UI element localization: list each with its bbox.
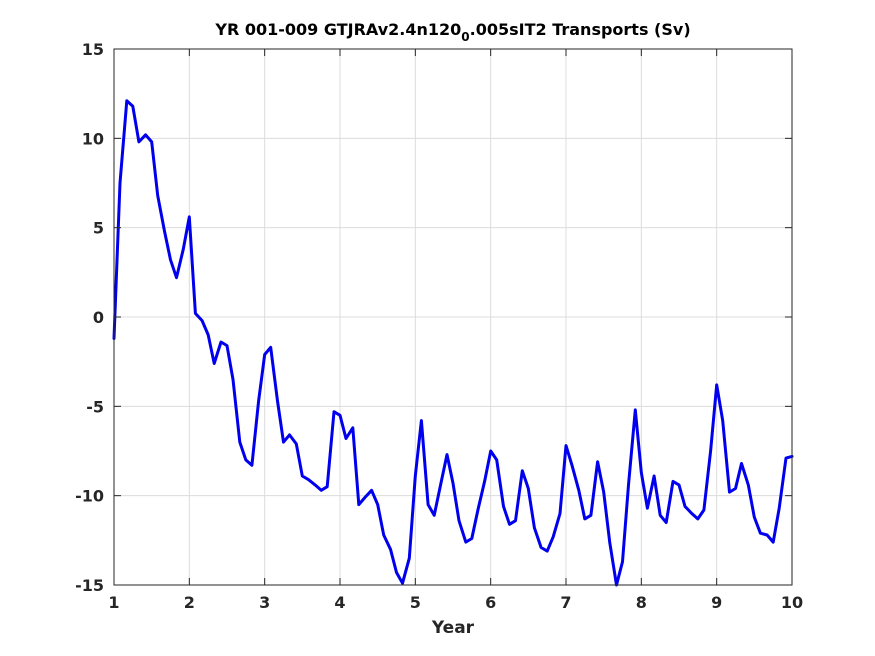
y-tick-label: 15 [82,40,104,59]
x-axis-label: Year [431,618,475,638]
x-tick-label: 4 [334,593,345,612]
y-tick-label: 5 [93,219,104,238]
x-tick-label: 3 [259,593,270,612]
series-line [112,99,794,587]
y-tick-label: -10 [75,487,104,506]
y-tick-label: -5 [86,397,104,416]
title-subscript: 0 [461,30,469,44]
series-group [112,99,794,587]
x-tick-label: 1 [108,593,119,612]
y-tick-label: 10 [82,129,104,148]
chart-title: YR 001-009 GTJRAv2.4n1200.005sIT2 Transp… [214,20,690,44]
y-tick-labels: -15 -10 -5 0 5 10 15 [75,40,104,595]
y-tick-label: -15 [75,576,104,595]
title-rest: .005sIT2 Transports (Sv) [470,20,691,39]
x-tick-label: 7 [560,593,571,612]
x-tick-label: 8 [636,593,647,612]
title-main: YR 001-009 GTJRAv2.4n120 [214,20,461,39]
grid [114,49,792,585]
x-tick-label: 2 [184,593,195,612]
ticks [113,48,793,586]
x-tick-label: 5 [410,593,421,612]
x-tick-label: 6 [485,593,496,612]
x-tick-label: 9 [711,593,722,612]
x-tick-labels: 1 2 3 4 5 6 7 8 9 10 [108,593,803,612]
y-tick-label: 0 [93,308,104,327]
x-tick-label: 10 [781,593,803,612]
